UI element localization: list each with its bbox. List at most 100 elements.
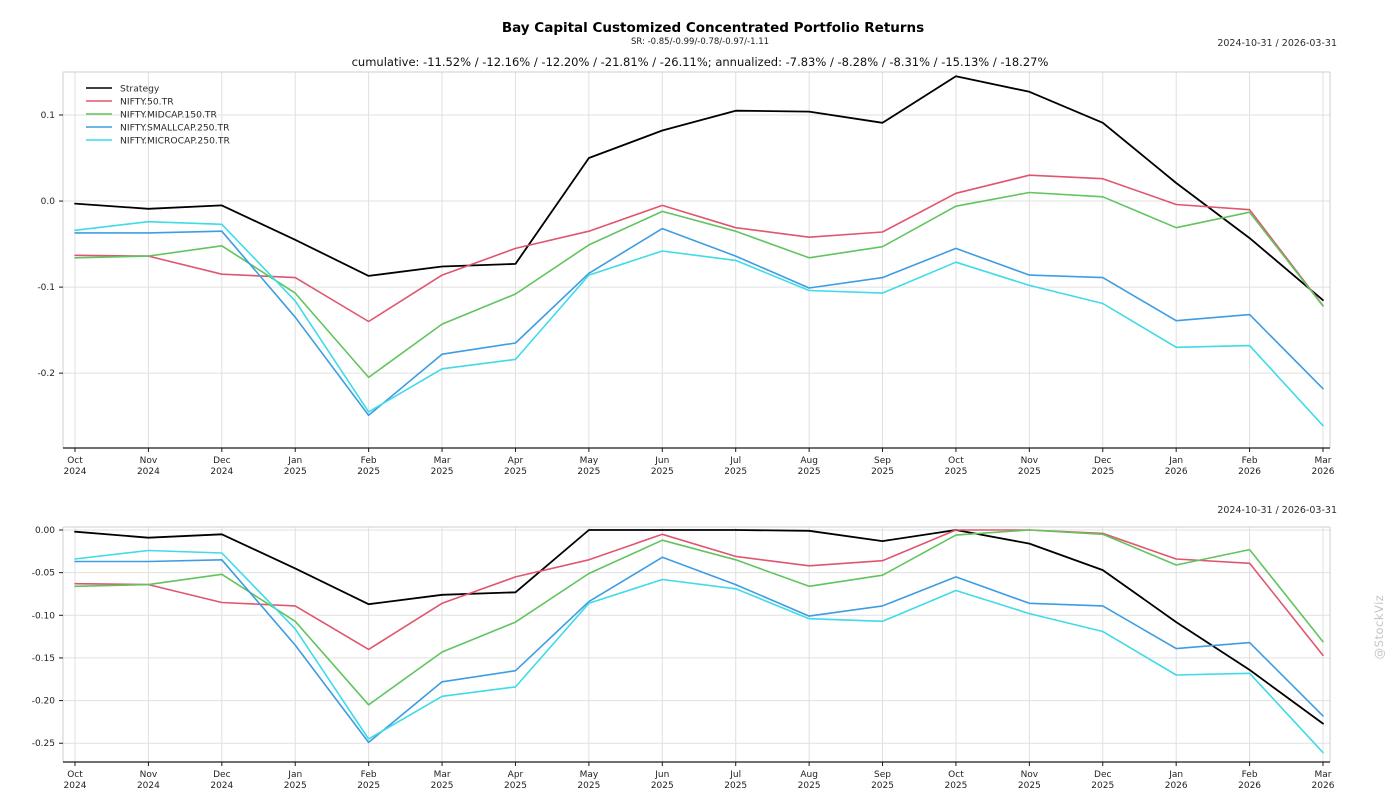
x-tick-label-month: Jul bbox=[729, 456, 741, 466]
y-tick-label: 0.00 bbox=[35, 526, 55, 536]
x-tick-label-year: 2025 bbox=[651, 781, 674, 791]
y-tick-label: -0.1 bbox=[37, 283, 55, 293]
series-line-nifty-microcap-250-tr bbox=[74, 220, 1324, 427]
legend-label-nifty-50-tr: NIFTY.50.TR bbox=[120, 97, 174, 108]
x-tick-label-month: Nov bbox=[140, 456, 158, 466]
x-tick-label-year: 2024 bbox=[210, 781, 233, 791]
series-line-nifty-smallcap-250-tr bbox=[74, 556, 1324, 744]
x-tick-label-month: Jan bbox=[1168, 456, 1183, 466]
series-line-strategy bbox=[74, 529, 1324, 725]
sharpe-ratio-line: SR: -0.85/-0.99/-0.78/-0.97/-1.11 bbox=[630, 37, 770, 47]
x-tick-label-year: 2025 bbox=[431, 467, 454, 477]
x-tick-label-year: 2026 bbox=[1238, 467, 1261, 477]
x-tick-label-year: 2025 bbox=[504, 467, 527, 477]
drawdown-chart-y-axis: 0.00 -0.05 -0.10 -0.15 -0.20 -0.25 bbox=[32, 526, 63, 749]
legend-label-strategy: Strategy bbox=[120, 84, 160, 95]
x-tick-label-year: 2025 bbox=[357, 467, 380, 477]
y-tick-label: -0.25 bbox=[32, 739, 55, 749]
x-tick-label-month: Oct bbox=[67, 770, 83, 780]
x-tick-label-month: Aug bbox=[800, 770, 818, 780]
x-tick-label-year: 2025 bbox=[651, 467, 674, 477]
page-title: Bay Capital Customized Concentrated Port… bbox=[501, 20, 925, 36]
x-tick-label-month: May bbox=[580, 770, 599, 780]
x-tick-label-month: Jan bbox=[1168, 770, 1183, 780]
x-tick-label-month: Dec bbox=[1094, 456, 1111, 466]
x-tick-label-year: 2025 bbox=[871, 467, 894, 477]
x-tick-label-year: 2025 bbox=[944, 781, 967, 791]
cumulative-returns-chart-spines bbox=[62, 71, 1331, 448]
legend-item-strategy: Strategy bbox=[86, 84, 160, 95]
x-tick-label-month: Dec bbox=[213, 770, 230, 780]
series-line-nifty-50-tr bbox=[74, 529, 1324, 657]
x-tick-label-month: Apr bbox=[508, 770, 524, 780]
x-tick-label-year: 2025 bbox=[1018, 467, 1041, 477]
x-tick-label-year: 2025 bbox=[1091, 781, 1114, 791]
x-tick-label-month: Mar bbox=[1315, 456, 1332, 466]
x-tick-label-month: Oct bbox=[948, 456, 964, 466]
series-line-nifty-microcap-250-tr bbox=[74, 549, 1324, 754]
legend-item-nifty-smallcap-250-tr: NIFTY.SMALLCAP.250.TR bbox=[86, 123, 230, 134]
stockviz-watermark: @StockViz bbox=[1372, 594, 1386, 660]
x-tick-label-year: 2025 bbox=[871, 781, 894, 791]
x-tick-label-year: 2024 bbox=[64, 467, 87, 477]
x-tick-label-year: 2024 bbox=[137, 467, 160, 477]
top-chart-date-range: 2024-10-31 / 2026-03-31 bbox=[1217, 38, 1337, 49]
legend-item-nifty-50-tr: NIFTY.50.TR bbox=[86, 97, 174, 108]
x-tick-label-year: 2025 bbox=[284, 467, 307, 477]
x-tick-label-month: Aug bbox=[800, 456, 818, 466]
cumulative-returns-chart-y-axis: 0.1 0.0 -0.1 -0.2 bbox=[37, 111, 63, 379]
x-tick-label-year: 2025 bbox=[577, 781, 600, 791]
x-tick-label-year: 2025 bbox=[1091, 467, 1114, 477]
x-tick-label-month: Oct bbox=[67, 456, 83, 466]
drawdown-chart: Oct2024Nov2024Dec2024Jan2025Feb2025Mar20… bbox=[32, 526, 1335, 791]
x-tick-label-month: Jul bbox=[729, 770, 741, 780]
x-tick-label-month: Nov bbox=[1021, 770, 1039, 780]
series-line-nifty-50-tr bbox=[74, 174, 1324, 323]
x-tick-label-year: 2025 bbox=[577, 467, 600, 477]
legend-label-nifty-midcap-150-tr: NIFTY.MIDCAP.150.TR bbox=[120, 110, 217, 121]
drawdown-chart-x-axis: Oct2024Nov2024Dec2024Jan2025Feb2025Mar20… bbox=[63, 761, 1335, 791]
cumulative-annualized-stats: cumulative: -11.52% / -12.16% / -12.20% … bbox=[351, 55, 1049, 69]
x-tick-label-year: 2026 bbox=[1165, 467, 1188, 477]
x-tick-label-year: 2026 bbox=[1312, 467, 1335, 477]
x-tick-label-year: 2025 bbox=[944, 467, 967, 477]
cumulative-returns-chart-gridlines bbox=[63, 72, 1330, 448]
x-tick-label-month: Feb bbox=[1242, 770, 1258, 780]
bottom-chart-date-range: 2024-10-31 / 2026-03-31 bbox=[1217, 505, 1337, 516]
x-tick-label-year: 2024 bbox=[137, 781, 160, 791]
x-tick-label-month: Mar bbox=[1315, 770, 1332, 780]
series-line-nifty-midcap-150-tr bbox=[74, 191, 1324, 379]
x-tick-label-month: Feb bbox=[361, 770, 377, 780]
x-tick-label-month: Jun bbox=[654, 456, 669, 466]
x-tick-label-month: Oct bbox=[948, 770, 964, 780]
y-tick-label: -0.15 bbox=[32, 654, 55, 664]
x-tick-label-month: Sep bbox=[874, 456, 891, 466]
x-tick-label-month: Dec bbox=[213, 456, 230, 466]
x-tick-label-year: 2025 bbox=[724, 781, 747, 791]
y-tick-label: 0.0 bbox=[41, 197, 56, 207]
drawdown-chart-gridlines bbox=[63, 527, 1330, 762]
x-tick-label-year: 2025 bbox=[504, 781, 527, 791]
legend: Strategy NIFTY.50.TR NIFTY.MIDCAP.150.TR NI… bbox=[86, 84, 230, 147]
y-tick-label: -0.20 bbox=[32, 697, 56, 707]
series-line-nifty-smallcap-250-tr bbox=[74, 227, 1324, 417]
x-tick-label-month: Feb bbox=[361, 456, 377, 466]
x-tick-label-month: Mar bbox=[434, 456, 451, 466]
y-tick-label: -0.05 bbox=[32, 569, 55, 579]
x-tick-label-year: 2026 bbox=[1312, 781, 1335, 791]
x-tick-label-year: 2025 bbox=[798, 467, 821, 477]
x-tick-label-year: 2025 bbox=[1018, 781, 1041, 791]
x-tick-label-year: 2025 bbox=[431, 781, 454, 791]
x-tick-label-month: Jan bbox=[287, 456, 302, 466]
legend-label-nifty-microcap-250-tr: NIFTY.MICROCAP.250.TR bbox=[120, 136, 230, 147]
x-tick-label-month: Mar bbox=[434, 770, 451, 780]
x-tick-label-month: Jun bbox=[654, 770, 669, 780]
legend-item-nifty-midcap-150-tr: NIFTY.MIDCAP.150.TR bbox=[86, 110, 217, 121]
cumulative-returns-chart: Oct2024Nov2024Dec2024Jan2025Feb2025Mar20… bbox=[37, 71, 1335, 477]
x-tick-label-month: Sep bbox=[874, 770, 891, 780]
legend-item-nifty-microcap-250-tr: NIFTY.MICROCAP.250.TR bbox=[86, 136, 230, 147]
x-tick-label-month: Dec bbox=[1094, 770, 1111, 780]
x-tick-label-month: Nov bbox=[1021, 456, 1039, 466]
